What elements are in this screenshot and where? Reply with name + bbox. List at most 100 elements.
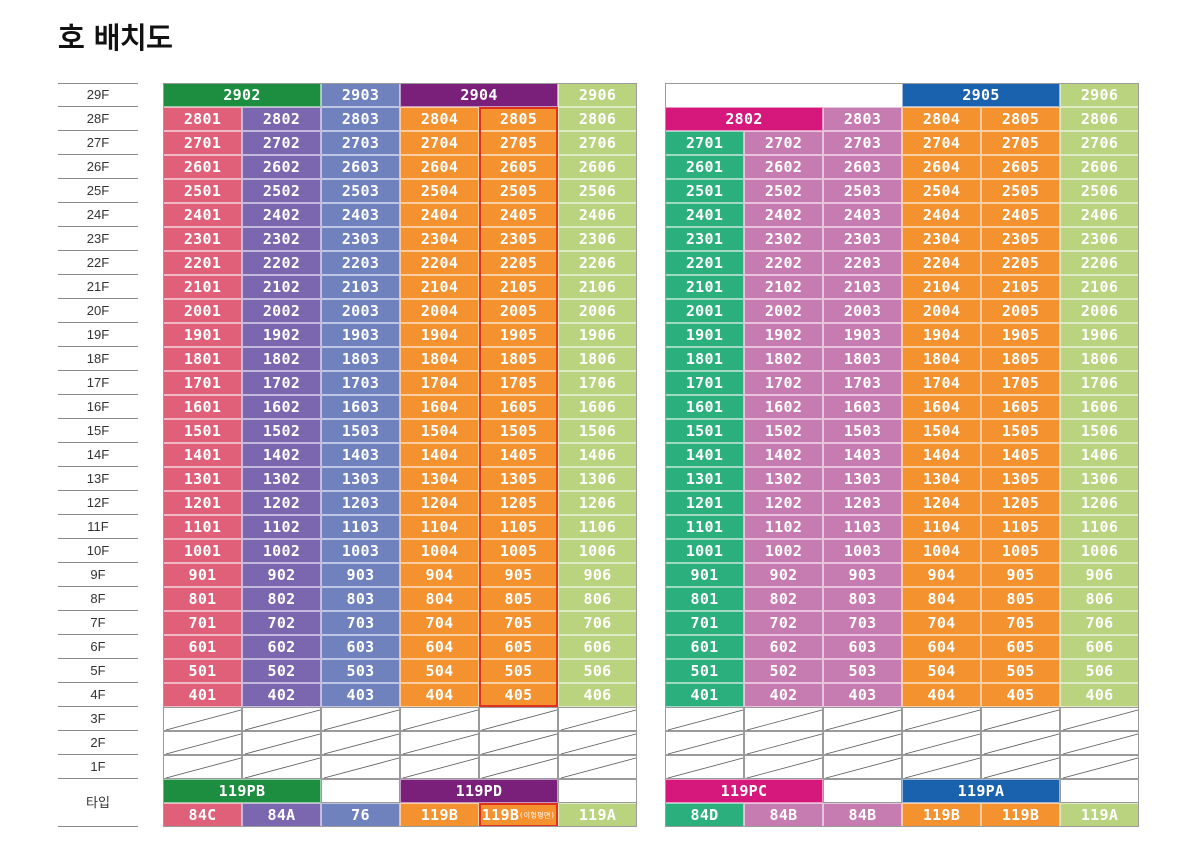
unit-cell: 2606 bbox=[558, 155, 637, 179]
unit-cell: 1402 bbox=[242, 443, 321, 467]
unit-type-label: 76 bbox=[351, 806, 370, 824]
unit-cell: 1904 bbox=[400, 323, 479, 347]
non-residential-cell bbox=[242, 755, 321, 779]
unit-cell: 1204 bbox=[902, 491, 981, 515]
unit-type-cell: 119B(이형평면) bbox=[479, 803, 558, 827]
non-residential-cell bbox=[1060, 731, 1139, 755]
unit-cell: 1501 bbox=[163, 419, 242, 443]
merged-unit: 2802 bbox=[665, 107, 823, 131]
floor-label: 25F bbox=[58, 179, 138, 203]
unit-cell: 1102 bbox=[744, 515, 823, 539]
unit-cell: 1802 bbox=[744, 347, 823, 371]
unit-cell: 2303 bbox=[823, 227, 902, 251]
non-residential-cell bbox=[479, 755, 558, 779]
non-residential-cell bbox=[981, 731, 1060, 755]
unit-cell: 2601 bbox=[665, 155, 744, 179]
unit-cell: 1202 bbox=[744, 491, 823, 515]
unit-cell: 2503 bbox=[321, 179, 400, 203]
unit-cell: 1501 bbox=[665, 419, 744, 443]
unit-cell: 2803 bbox=[321, 107, 400, 131]
unit-cell: 404 bbox=[400, 683, 479, 707]
non-residential-cell bbox=[1060, 755, 1139, 779]
non-residential-cell bbox=[665, 707, 744, 731]
floor-label: 13F bbox=[58, 467, 138, 491]
unit-cell: 506 bbox=[1060, 659, 1139, 683]
unit-cell: 2506 bbox=[1060, 179, 1139, 203]
floor-label: 5F bbox=[58, 659, 138, 683]
non-residential-cell bbox=[823, 707, 902, 731]
unit-cell: 2802 bbox=[242, 107, 321, 131]
unit-cell: 1303 bbox=[823, 467, 902, 491]
unit-cell: 2106 bbox=[558, 275, 637, 299]
unit-type-cell: 119A bbox=[1060, 803, 1139, 827]
unit-cell: 1602 bbox=[744, 395, 823, 419]
unit-cell: 2006 bbox=[558, 299, 637, 323]
unit-cell: 2505 bbox=[479, 179, 558, 203]
unit-cell: 1602 bbox=[242, 395, 321, 419]
unit-cell: 1702 bbox=[744, 371, 823, 395]
non-residential-cell bbox=[400, 755, 479, 779]
empty-type-group-cell bbox=[321, 779, 400, 803]
unit-cell: 2604 bbox=[902, 155, 981, 179]
unit-cell: 904 bbox=[400, 563, 479, 587]
non-residential-cell bbox=[479, 707, 558, 731]
unit-cell: 2506 bbox=[558, 179, 637, 203]
unit-cell: 1206 bbox=[558, 491, 637, 515]
unit-cell: 1301 bbox=[665, 467, 744, 491]
unit-cell: 701 bbox=[163, 611, 242, 635]
unit-cell: 1703 bbox=[823, 371, 902, 395]
unit-cell: 2101 bbox=[665, 275, 744, 299]
unit-cell: 502 bbox=[242, 659, 321, 683]
unit-cell: 2401 bbox=[665, 203, 744, 227]
unit-cell: 1203 bbox=[321, 491, 400, 515]
non-residential-cell bbox=[321, 755, 400, 779]
unit-cell: 2706 bbox=[1060, 131, 1139, 155]
unit-cell: 1201 bbox=[665, 491, 744, 515]
type-group-label: 119PB bbox=[163, 779, 321, 803]
non-residential-cell bbox=[1060, 707, 1139, 731]
page-title: 호 배치도 bbox=[58, 21, 173, 55]
empty-type-group-cell bbox=[558, 779, 637, 803]
unit-type-cell: 84D bbox=[665, 803, 744, 827]
unit-cell: 2705 bbox=[479, 131, 558, 155]
unit-cell: 2003 bbox=[823, 299, 902, 323]
unit-cell: 1103 bbox=[823, 515, 902, 539]
floor-label: 2F bbox=[58, 731, 138, 755]
unit-cell: 2704 bbox=[400, 131, 479, 155]
unit-cell: 1305 bbox=[479, 467, 558, 491]
unit-cell: 1101 bbox=[665, 515, 744, 539]
unit-type-cell: 119B bbox=[400, 803, 479, 827]
unit-cell: 1801 bbox=[665, 347, 744, 371]
unit-cell: 1905 bbox=[479, 323, 558, 347]
unit-cell: 1001 bbox=[163, 539, 242, 563]
unit-cell: 901 bbox=[665, 563, 744, 587]
unit-cell: 805 bbox=[479, 587, 558, 611]
unit-cell: 2605 bbox=[981, 155, 1060, 179]
floor-label: 1F bbox=[58, 755, 138, 779]
unit-type-label: 84B bbox=[769, 806, 798, 824]
unit-cell: 1902 bbox=[242, 323, 321, 347]
unit-cell: 2604 bbox=[400, 155, 479, 179]
unit-cell: 1403 bbox=[823, 443, 902, 467]
unit-cell: 2002 bbox=[242, 299, 321, 323]
unit-cell: 1601 bbox=[665, 395, 744, 419]
unit-cell: 2006 bbox=[1060, 299, 1139, 323]
non-residential-cell bbox=[163, 707, 242, 731]
unit-cell: 1604 bbox=[902, 395, 981, 419]
unit-cell: 2806 bbox=[558, 107, 637, 131]
top-floor-unit: 2904 bbox=[400, 83, 558, 107]
unit-cell: 1706 bbox=[558, 371, 637, 395]
unit-cell: 1901 bbox=[665, 323, 744, 347]
unit-type-cell: 84C bbox=[163, 803, 242, 827]
unit-cell: 1706 bbox=[1060, 371, 1139, 395]
unit-cell: 2103 bbox=[823, 275, 902, 299]
unit-cell: 2101 bbox=[163, 275, 242, 299]
unit-cell: 501 bbox=[665, 659, 744, 683]
unit-cell: 1903 bbox=[823, 323, 902, 347]
floor-label: 26F bbox=[58, 155, 138, 179]
unit-cell: 1002 bbox=[242, 539, 321, 563]
unit-cell: 506 bbox=[558, 659, 637, 683]
non-residential-cell bbox=[902, 731, 981, 755]
unit-cell: 1705 bbox=[981, 371, 1060, 395]
floor-label: 22F bbox=[58, 251, 138, 275]
